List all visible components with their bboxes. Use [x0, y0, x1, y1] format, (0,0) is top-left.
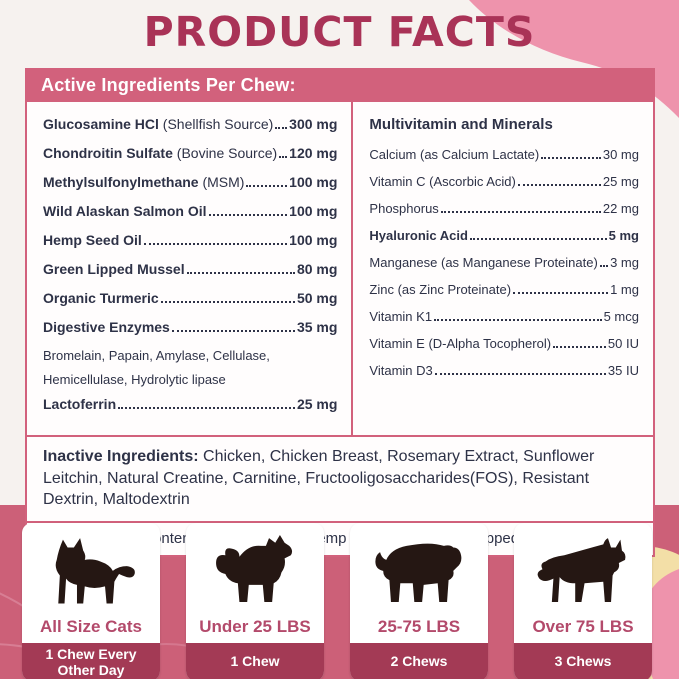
dotted-leader: [434, 373, 606, 375]
ingredient-row: Digestive Enzymes 35 mg: [43, 319, 338, 335]
multivitamin-right-column: Multivitamin and Minerals Calcium (as Cal…: [353, 102, 653, 435]
dotted-leader: [517, 184, 601, 186]
ingredient-row: Glucosamine HCl (Shellfish Source) 300 mg: [43, 116, 338, 132]
dotted-leader: [171, 330, 295, 332]
dotted-leader: [275, 127, 288, 129]
page-title: PRODUCT FACTS: [143, 8, 536, 56]
ingredient-amount: 3 mg: [610, 255, 639, 270]
small-dog-icon: [186, 523, 324, 615]
ingredient-amount: 100 mg: [289, 232, 338, 248]
ingredient-row: Vitamin D3 35 IU: [369, 363, 639, 378]
dosage-card-large-dog: Over 75 LBS 3 Chews: [514, 523, 652, 679]
ingredients-panel: Active Ingredients Per Chew: Glucosamine…: [25, 68, 655, 557]
dotted-leader: [186, 272, 295, 274]
inactive-ingredients-text: Chicken, Chicken Breast, Rosemary Extrac…: [43, 448, 595, 509]
ingredient-row: Wild Alaskan Salmon Oil 100 mg: [43, 203, 338, 219]
dosage-card-dose: 3 Chews: [514, 643, 652, 679]
column-header: Multivitamin and Minerals: [369, 116, 553, 133]
dotted-leader: [143, 243, 288, 245]
dotted-leader: [541, 157, 601, 159]
ingredient-row: Vitamin E (D-Alpha Tocopherol) 50 IU: [369, 336, 639, 351]
dosage-cards: All Size Cats 1 Chew Every Other Day Und…: [0, 505, 679, 679]
dosage-card-title: Over 75 LBS: [532, 617, 634, 636]
dosage-card-title: 25-75 LBS: [377, 617, 461, 636]
ingredient-sub-note: Bromelain, Papain, Amylase, Cellulase,: [43, 348, 270, 363]
ingredient-sub-note: Hemicellulase, Hydrolytic lipase: [43, 372, 226, 387]
ingredient-row: Hemp Seed Oil 100 mg: [43, 232, 338, 248]
dosage-card-small-dog: Under 25 LBS 1 Chew: [186, 523, 324, 679]
dotted-leader: [553, 346, 606, 348]
dosage-card-medium-dog: 25-75 LBS 2 Chews: [350, 523, 488, 679]
ingredient-amount: 5 mcg: [603, 309, 639, 324]
ingredient-amount: 22 mg: [602, 201, 639, 216]
ingredient-row: Green Lipped Mussel 80 mg: [43, 261, 338, 277]
dotted-leader: [434, 319, 602, 321]
dotted-leader: [160, 301, 295, 303]
cat-icon: [22, 523, 160, 615]
ingredient-amount: 25 mg: [296, 396, 338, 412]
corner-blob-decoration: [469, 0, 679, 118]
dotted-leader: [118, 407, 295, 409]
dotted-leader: [246, 185, 288, 187]
ingredient-row: Vitamin K1 5 mcg: [369, 309, 639, 324]
ingredient-amount: 35 mg: [296, 319, 338, 335]
dotted-leader: [599, 265, 609, 267]
active-ingredients-header: Active Ingredients Per Chew:: [27, 70, 653, 102]
dosage-card-dose: 1 Chew: [186, 643, 324, 679]
inactive-ingredients-section: Inactive Ingredients: Chicken, Chicken B…: [27, 435, 653, 521]
ingredient-row: Organic Turmeric 50 mg: [43, 290, 338, 306]
dosage-card-title: Under 25 LBS: [199, 617, 311, 636]
ingredient-amount: 100 mg: [289, 203, 338, 219]
ingredient-amount: 1 mg: [610, 282, 639, 297]
ingredient-row: Phosphorus 22 mg: [369, 201, 639, 216]
dotted-leader: [279, 156, 288, 158]
medium-dog-icon: [350, 523, 488, 615]
ingredient-amount: 100 mg: [289, 174, 338, 190]
ingredient-row: Methylsulfonylmethane (MSM) 100 mg: [43, 174, 338, 190]
dotted-leader: [469, 238, 607, 240]
ingredient-row: Hyaluronic Acid 5 mg: [369, 228, 639, 243]
active-ingredients-left-column: Glucosamine HCl (Shellfish Source) 300 mg…: [27, 102, 354, 435]
dosage-card-dose: 2 Chews: [350, 643, 488, 679]
ingredient-amount: 35 IU: [607, 363, 639, 378]
dotted-leader: [208, 214, 288, 216]
ingredient-row: Vitamin C (Ascorbic Acid) 25 mg: [369, 174, 639, 189]
ingredient-amount: 120 mg: [289, 145, 338, 161]
ingredient-amount: 30 mg: [602, 147, 639, 162]
dotted-leader: [440, 211, 601, 213]
ingredient-amount: 50 mg: [296, 290, 338, 306]
ingredient-row: Manganese (as Manganese Proteinate) 3 mg: [369, 255, 639, 270]
ingredient-amount: 25 mg: [602, 174, 639, 189]
dotted-leader: [513, 292, 609, 294]
ingredient-amount: 50 IU: [607, 336, 639, 351]
ingredient-row: Zinc (as Zinc Proteinate) 1 mg: [369, 282, 639, 297]
ingredient-amount: 5 mg: [608, 228, 639, 243]
dosage-card-title: All Size Cats: [39, 617, 143, 636]
dosage-card-dose: 1 Chew Every Other Day: [22, 643, 160, 679]
ingredient-amount: 300 mg: [289, 116, 338, 132]
large-dog-icon: [514, 523, 652, 615]
ingredient-row: Chondroitin Sulfate (Bovine Source) 120 m…: [43, 145, 338, 161]
dosage-card-cats: All Size Cats 1 Chew Every Other Day: [22, 523, 160, 679]
inactive-ingredients-label: Inactive Ingredients:: [43, 448, 199, 465]
ingredients-columns: Glucosamine HCl (Shellfish Source) 300 mg…: [27, 102, 653, 435]
ingredient-amount: 80 mg: [296, 261, 338, 277]
dosage-section: All Size Cats 1 Chew Every Other Day Und…: [0, 505, 679, 679]
ingredient-row: Calcium (as Calcium Lactate) 30 mg: [369, 147, 639, 162]
ingredient-row: Lactoferrin 25 mg: [43, 396, 338, 412]
